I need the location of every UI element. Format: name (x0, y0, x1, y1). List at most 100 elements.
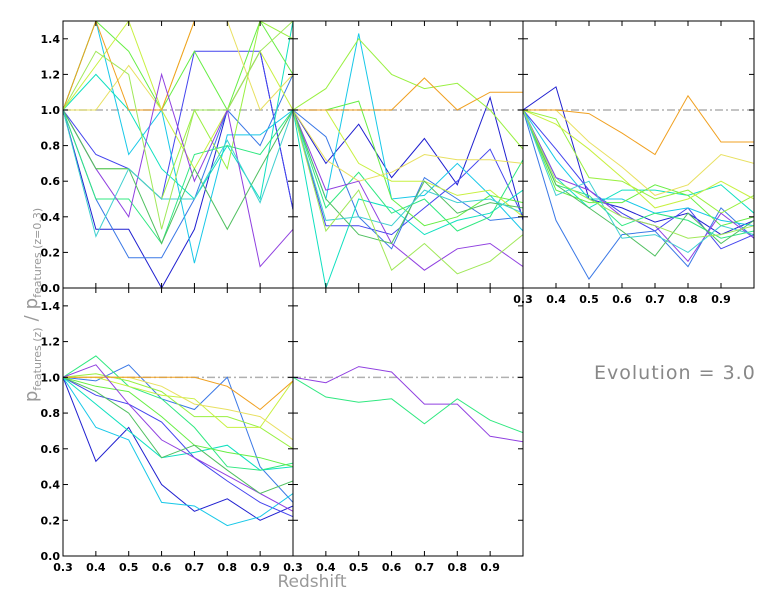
panel-3: 0.3 0.4 0.5 0.6 0.7 0.8 0.9 (513, 20, 755, 306)
x-tick-label: 0.7 (645, 293, 665, 306)
y-tick-label: 1.2 (41, 336, 61, 349)
x-tick-label: 0.7 (415, 561, 435, 574)
series-line-2 (293, 109, 523, 236)
series-line-4 (63, 377, 293, 527)
series-line-11 (63, 376, 293, 411)
series-line-6 (63, 109, 293, 245)
series-line-13 (63, 376, 293, 495)
series-line-13 (63, 109, 293, 245)
series-line-11 (63, 21, 293, 111)
series-line-13 (523, 109, 754, 257)
series-line-14 (293, 109, 523, 227)
panel-4: 0.0 0.2 0.4 0.6 0.8 1.0 1.2 1.4 0.3 0.4 0.5 0.6 0.7 0… (41, 287, 294, 574)
x-tick-label: 0.6 (612, 293, 632, 306)
panel-plot-area (63, 21, 293, 288)
panel-plot-area (293, 33, 523, 288)
x-tick-label: 0.4 (86, 561, 106, 574)
series-line-2 (63, 50, 293, 210)
y-axis-title-sep: / (21, 314, 42, 321)
series-line-8 (293, 37, 523, 150)
panel-plot-area (63, 355, 293, 527)
series-line-14 (523, 109, 754, 253)
y-tick-label: 1.0 (41, 104, 61, 117)
y-tick-label: 0.4 (41, 479, 61, 492)
x-tick-label: 0.8 (218, 561, 238, 574)
series-line-3 (63, 364, 293, 503)
series-line-6 (63, 355, 293, 471)
series-line-13 (293, 109, 523, 245)
series-line-4 (63, 21, 293, 264)
x-axis-title: Redshift (277, 572, 346, 592)
panels-layer: 0.0 0.2 0.4 0.6 0.8 1.0 1.2 1.4 0.3 0.4 0.5 0.6 0.7 0… (41, 20, 755, 574)
panel-frame (292, 20, 524, 289)
y-axis-title-denom-sub: features (z=0.3) (31, 208, 44, 298)
series-line-9 (293, 109, 523, 218)
series-line-10 (293, 109, 523, 182)
series-line-1 (293, 366, 523, 443)
series-line-14 (63, 109, 293, 238)
y-tick-label: 0.6 (41, 175, 61, 188)
x-tick-label: 0.3 (283, 561, 303, 574)
evolution-annotation: Evolution = 3.0 (594, 362, 756, 384)
x-tick-label: 0.8 (448, 561, 468, 574)
series-line-3 (293, 109, 523, 250)
series-line-15 (63, 21, 293, 230)
series-line-5 (63, 21, 293, 201)
y-tick-label: 0.6 (41, 443, 61, 456)
series-line-12 (63, 72, 293, 268)
series-line-2 (63, 376, 293, 518)
panel-1: 0.0 0.2 0.4 0.6 0.8 1.0 1.2 1.4 (41, 20, 294, 295)
series-line-2 (293, 376, 523, 434)
series-line-9 (63, 21, 293, 170)
series-line-1 (523, 86, 754, 236)
y-tick-label: 0.2 (41, 246, 61, 259)
y-tick-label: 1.4 (41, 300, 61, 313)
x-tick-label: 0.6 (152, 561, 172, 574)
series-line-3 (63, 74, 293, 259)
x-tick-label: 0.3 (53, 561, 73, 574)
series-line-9 (63, 376, 293, 428)
panel-frame (62, 287, 294, 557)
x-tick-label: 0.9 (711, 293, 731, 306)
y-tick-label: 0.8 (41, 407, 61, 420)
y-tick-label: 0.2 (41, 514, 61, 527)
panel-2 (292, 20, 524, 289)
x-tick-label: 0.5 (579, 293, 599, 306)
y-tick-label: 0.8 (41, 140, 61, 153)
panel-frame (292, 287, 524, 557)
x-tick-label: 0.5 (119, 561, 139, 574)
panel-frame (522, 20, 755, 289)
y-axis-title-denom: p (21, 298, 42, 309)
series-line-11 (523, 94, 754, 156)
series-line-5 (293, 109, 523, 288)
y-tick-label: 0.0 (41, 550, 61, 563)
series-line-10 (523, 109, 754, 196)
series-line-5 (63, 376, 293, 471)
series-line-4 (293, 33, 523, 232)
series-line-1 (293, 95, 523, 221)
series-line-1 (63, 377, 293, 521)
y-tick-label: 0.0 (41, 282, 61, 295)
series-line-12 (63, 364, 293, 512)
x-tick-label: 0.9 (480, 561, 500, 574)
y-tick-label: 0.4 (41, 211, 61, 224)
x-tick-label: 0.9 (250, 561, 270, 574)
series-line-7 (523, 109, 754, 227)
panel-plot-area (293, 366, 523, 443)
y-tick-label: 1.2 (41, 68, 61, 81)
series-line-7 (63, 376, 293, 468)
y-tick-label: 1.0 (41, 371, 61, 384)
series-line-9 (523, 109, 754, 209)
x-tick-label: 0.4 (546, 293, 566, 306)
x-tick-label: 0.5 (349, 561, 369, 574)
series-line-2 (523, 109, 754, 250)
panel-plot-area (523, 86, 754, 281)
series-line-7 (63, 21, 293, 112)
series-line-15 (293, 109, 523, 275)
x-tick-label: 0.4 (316, 561, 336, 574)
series-line-8 (63, 373, 293, 450)
series-line-6 (293, 109, 523, 232)
series-line-15 (523, 109, 754, 239)
panel-5: 0.3 0.4 0.5 0.6 0.7 0.8 0.9 (283, 287, 524, 574)
